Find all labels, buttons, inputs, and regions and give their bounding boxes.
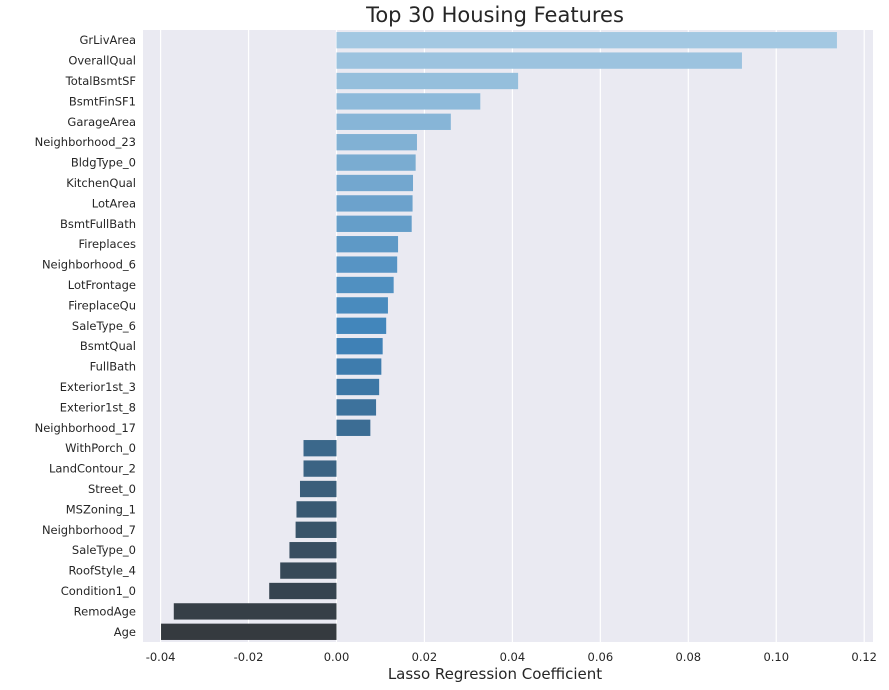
bar-TotalBsmtSF <box>336 72 519 90</box>
bar-SaleType_6 <box>336 317 387 334</box>
bar-Condition1_0 <box>269 582 337 600</box>
y-tick-label: OverallQual <box>68 54 136 68</box>
bar-BsmtQual <box>336 338 383 355</box>
x-axis-label: Lasso Regression Coefficient <box>388 665 602 683</box>
bar-Neighborhood_6 <box>336 256 398 273</box>
bar-Street_0 <box>299 480 337 498</box>
bar-BsmtFinSF1 <box>336 93 481 110</box>
y-tick-label: BsmtFullBath <box>60 217 136 231</box>
y-tick-label: Neighborhood_23 <box>35 135 136 149</box>
bar-Fireplaces <box>336 236 399 253</box>
bar-FireplaceQu <box>336 297 388 314</box>
x-tick-label: 0.04 <box>500 650 526 664</box>
bar-Exterior1st_8 <box>336 399 377 416</box>
y-tick-label: TotalBsmtSF <box>65 74 136 88</box>
y-tick-label: MSZoning_1 <box>66 502 136 516</box>
y-tick-label: Neighborhood_7 <box>42 523 136 537</box>
x-tick-label: -0.02 <box>234 650 264 664</box>
bar-BldgType_0 <box>336 154 416 171</box>
bar-Neighborhood_17 <box>336 419 371 436</box>
bar-Neighborhood_23 <box>336 134 417 151</box>
y-tick-label: Condition1_0 <box>61 584 136 598</box>
y-tick-label: GarageArea <box>67 115 136 129</box>
x-tick-label: 0.00 <box>324 650 350 664</box>
bar-MSZoning_1 <box>296 501 337 518</box>
y-tick-labels: GrLivArea OverallQual TotalBsmtSF BsmtFinSF… <box>35 33 136 639</box>
x-tick-label: 0.08 <box>675 650 701 664</box>
y-tick-label: LandContour_2 <box>49 462 136 476</box>
y-tick-label: RemodAge <box>74 604 136 618</box>
chart-title: Top 30 Housing Features <box>365 3 624 27</box>
x-tick-label: 0.12 <box>851 650 877 664</box>
bar-GarageArea <box>336 113 451 130</box>
bar-FullBath <box>336 358 382 375</box>
bars <box>161 32 837 640</box>
y-tick-label: BldgType_0 <box>71 156 136 170</box>
y-tick-label: RoofStyle_4 <box>68 564 136 578</box>
y-tick-label: KitchenQual <box>66 176 136 190</box>
bar-OverallQual <box>336 52 742 69</box>
y-tick-label: BsmtFinSF1 <box>69 94 136 108</box>
y-tick-label: LotArea <box>92 196 136 210</box>
x-tick-labels: -0.04 -0.02 0.00 0.02 0.04 0.06 0.08 0.10 0.12 <box>146 650 877 664</box>
bar-Exterior1st_3 <box>336 378 380 396</box>
bar-RoofStyle_4 <box>280 562 337 579</box>
y-tick-label: Exterior1st_3 <box>60 380 136 394</box>
bar-WithPorch_0 <box>303 440 337 457</box>
y-tick-label: FireplaceQu <box>68 298 136 312</box>
bar-GrLivArea <box>336 32 837 49</box>
x-tick-label: 0.02 <box>412 650 438 664</box>
bar-Neighborhood_7 <box>295 521 337 538</box>
bar-Age <box>161 623 337 640</box>
y-tick-label: BsmtQual <box>80 339 136 353</box>
bar-LotFrontage <box>336 276 394 294</box>
bar-KitchenQual <box>336 174 414 192</box>
y-tick-label: GrLivArea <box>79 33 136 47</box>
bar-SaleType_0 <box>289 542 337 559</box>
y-tick-label: Fireplaces <box>79 237 136 251</box>
x-tick-label: -0.04 <box>146 650 176 664</box>
y-tick-label: Neighborhood_6 <box>42 258 136 272</box>
y-tick-label: FullBath <box>90 360 136 374</box>
plot-background <box>143 30 873 642</box>
bar-LotArea <box>336 195 413 212</box>
bar-BsmtFullBath <box>336 215 412 232</box>
y-tick-label: WithPorch_0 <box>65 441 136 455</box>
y-tick-label: Street_0 <box>88 482 136 496</box>
y-tick-label: SaleType_0 <box>72 543 136 557</box>
y-tick-label: Age <box>114 625 136 639</box>
y-tick-label: Exterior1st_8 <box>60 400 136 414</box>
bar-LandContour_2 <box>303 460 337 477</box>
x-tick-label: 0.10 <box>763 650 789 664</box>
y-tick-label: Neighborhood_17 <box>35 421 136 435</box>
x-tick-label: 0.06 <box>588 650 614 664</box>
y-tick-label: LotFrontage <box>68 278 136 292</box>
bar-RemodAge <box>173 603 337 620</box>
y-tick-label: SaleType_6 <box>72 319 136 333</box>
gridlines <box>159 30 865 642</box>
